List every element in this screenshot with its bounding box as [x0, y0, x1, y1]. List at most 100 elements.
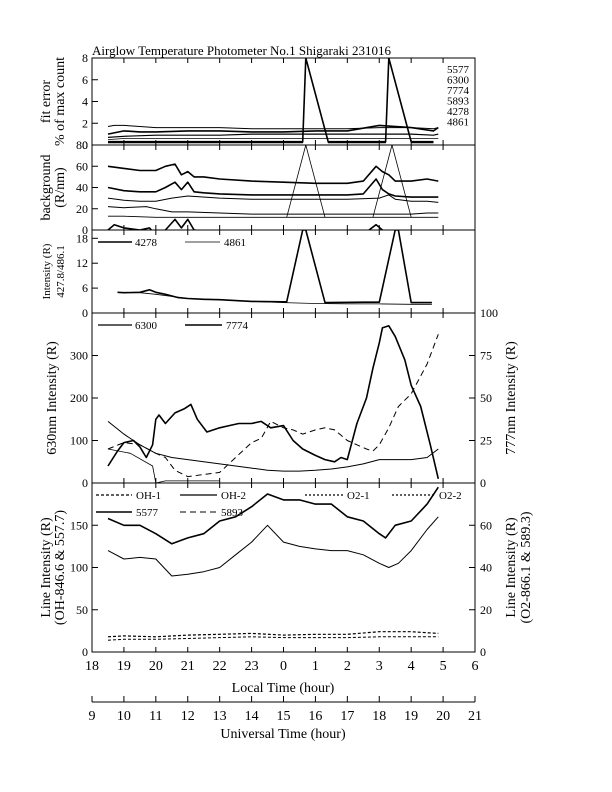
y-right-axis-label: Line Intensity (R): [504, 517, 519, 618]
series-7774-ticks: [107, 448, 220, 483]
y-axis-label: Intensity (R): [41, 243, 53, 299]
y-right-tick-label: 75: [480, 349, 492, 363]
legend-label: 6300: [135, 320, 158, 332]
universal-time-label: Universal Time (hour): [220, 727, 346, 742]
local-time-tick: 1: [312, 659, 319, 674]
series-O2-2: [107, 636, 439, 641]
legend-label: OH-1: [136, 490, 161, 502]
series-5893: [107, 516, 439, 577]
y-tick-label: 0: [82, 138, 88, 152]
ut-tick-label: 16: [308, 709, 322, 724]
ut-tick-label: 15: [277, 709, 291, 724]
series-4278: [107, 206, 439, 215]
y-tick-label: 12: [76, 256, 88, 270]
panel-fit-error: 0 2 4 6 8 fit error% of max count 557763007774…: [39, 51, 476, 152]
ut-tick-label: 14: [245, 709, 259, 724]
local-time-tick: 20: [149, 659, 163, 674]
y-right-tick-label: 50: [480, 391, 492, 405]
y-tick-label: 20: [76, 202, 88, 216]
ut-tick-label: 17: [340, 709, 354, 724]
local-time-tick: 22: [213, 659, 227, 674]
local-time-tick: 21: [181, 659, 195, 674]
legend-label: 4278: [135, 237, 158, 249]
y-tick-label: 60: [76, 159, 88, 173]
y-tick-label: 4: [82, 95, 88, 109]
y-tick-label: 18: [76, 231, 88, 245]
y-tick-label: 50: [76, 603, 88, 617]
y-tick-label: 2: [82, 116, 88, 130]
series-5577: [107, 486, 439, 545]
local-time-tick: 0: [280, 659, 287, 674]
y-axis-label: 427.8/486.1: [55, 245, 67, 298]
legend-label: 5577: [136, 507, 159, 519]
ut-tick-label: 19: [404, 709, 418, 724]
y-tick-label: 6: [82, 73, 88, 87]
y-tick-label: 0: [82, 645, 88, 659]
series-4278: [117, 230, 432, 304]
y-right-tick-label: 100: [480, 306, 498, 320]
time-axes: 18 19 20 21 22 23 0 1 2 3 4 5 69 10 11 12 13 14 15 16 17 18 19…: [85, 659, 482, 724]
series-7774: [107, 178, 439, 198]
series-spike-a: [286, 145, 326, 218]
y-right-axis-label: (O2-866.1 & 589.3): [519, 511, 534, 623]
y-axis-label: Line Intensity (R): [39, 517, 54, 618]
legend-label: 4861: [224, 237, 246, 249]
local-time-label: Local Time (hour): [232, 681, 335, 696]
y-tick-label: 300: [70, 349, 88, 363]
legend-label: O2-1: [347, 490, 370, 502]
series-6300: [107, 163, 439, 185]
ut-tick-label: 13: [213, 709, 227, 724]
legend-label: 7774: [447, 85, 470, 97]
y-tick-label: 200: [70, 391, 88, 405]
y-tick-label: 0: [82, 223, 88, 237]
y-axis-label: (R/nm): [53, 167, 68, 208]
local-time-tick: 2: [344, 659, 351, 674]
y-tick-label: 40: [76, 181, 88, 195]
series-7774: [107, 421, 439, 472]
local-time-tick: 6: [472, 659, 479, 674]
series-spike-b: [372, 145, 412, 218]
y-axis-label: 630nm Intensity (R): [45, 341, 60, 455]
series-5577: [107, 218, 385, 230]
y-tick-label: 8: [82, 51, 88, 65]
figure-title: Airglow Temperature Photometer No.1 Shig…: [92, 43, 392, 58]
local-time-tick: 18: [85, 659, 99, 674]
y-tick-label: 6: [82, 281, 88, 295]
y-tick-label: 100: [70, 434, 88, 448]
y-right-tick-label: 25: [480, 434, 492, 448]
legend-label: 5893: [447, 96, 470, 108]
y-axis-label: (OH-846.6 & 557.7): [53, 510, 68, 625]
y-tick-label: 100: [70, 561, 88, 575]
y-tick-label: 150: [70, 518, 88, 532]
series-4861: [117, 291, 432, 305]
ut-tick-label: 21: [468, 709, 482, 724]
y-tick-label: 0: [82, 476, 88, 490]
panel-background: 0 20 40 60 80 background (R/nm): [39, 138, 476, 237]
series-7774: [107, 133, 439, 138]
y-axis-label: fit error: [39, 80, 54, 123]
ut-tick-label: 11: [149, 709, 162, 724]
panel-intensity-4278-4861: 0 6 12 18 Intensity (R) 427.8/486.1 4278 4861: [41, 229, 476, 320]
ut-tick-label: 20: [436, 709, 450, 724]
y-right-tick-label: 0: [480, 645, 486, 659]
y-right-tick-label: 60: [480, 518, 492, 532]
series-6300: [107, 124, 439, 135]
series-5893: [107, 194, 439, 203]
y-right-tick-label: 0: [480, 476, 486, 490]
legend-label: OH-2: [221, 490, 246, 502]
y-right-axis-label: 777nm Intensity (R): [504, 341, 519, 455]
series-4861: [108, 215, 439, 218]
y-axis-label: % of max count: [53, 57, 68, 146]
legend-label: O2-2: [439, 490, 462, 502]
y-right-tick-label: 20: [480, 603, 492, 617]
y-tick-label: 80: [76, 138, 88, 152]
legend-label: 5577: [447, 64, 470, 76]
legend-label: 4278: [447, 106, 470, 118]
local-time-tick: 19: [117, 659, 131, 674]
y-tick-label: 0: [82, 306, 88, 320]
series-5893: [107, 138, 439, 140]
series-4861: [108, 58, 434, 144]
legend-label: 4861: [447, 117, 469, 129]
